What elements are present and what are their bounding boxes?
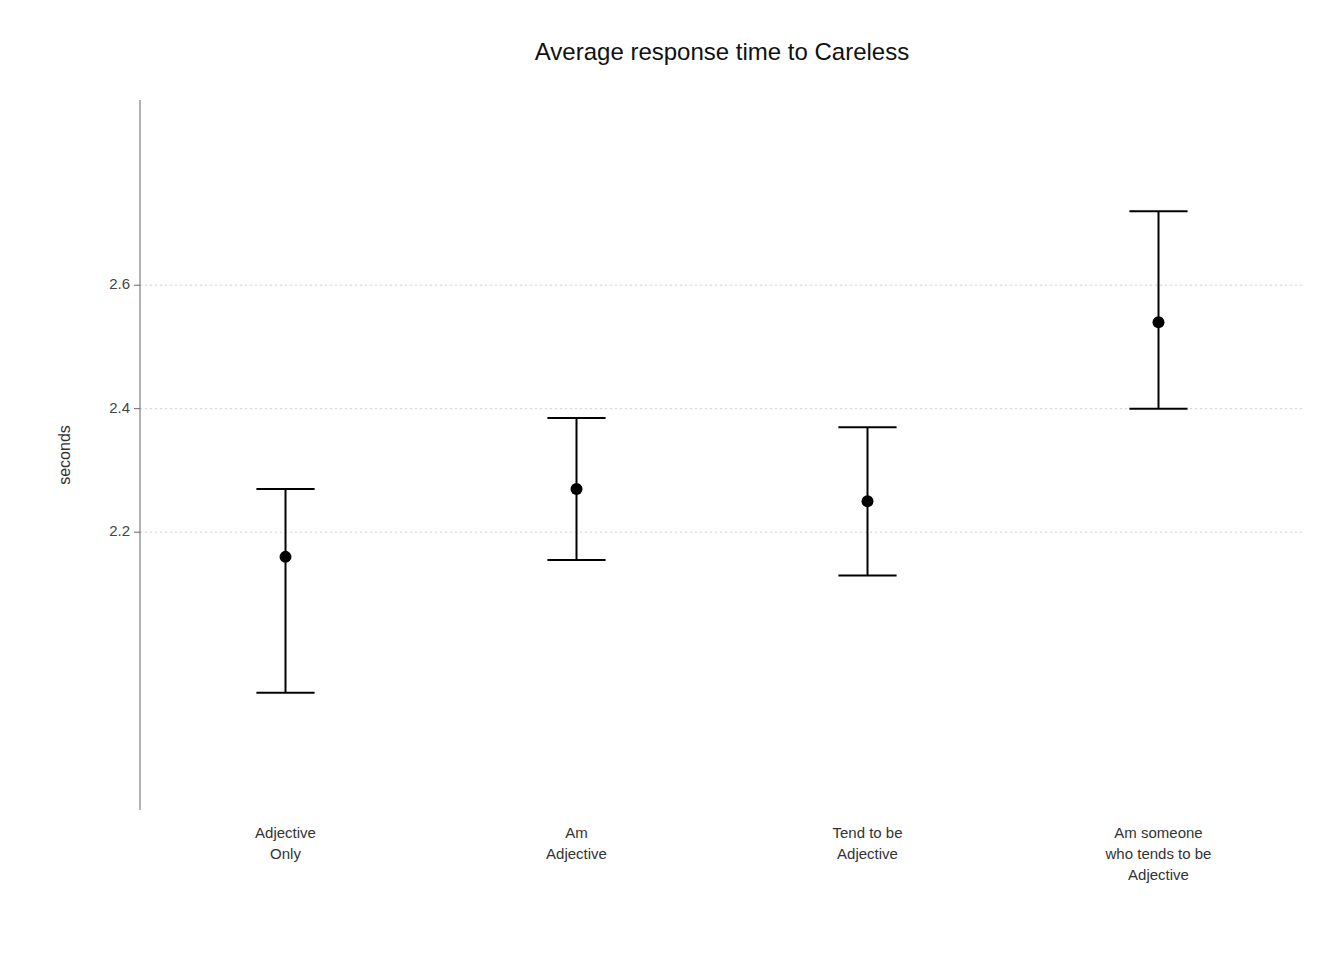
grid-line — [140, 532, 1304, 533]
y-axis-line — [140, 100, 141, 810]
error-cap-lower — [1129, 408, 1187, 410]
error-cap-upper — [838, 426, 896, 428]
category-label: Adjective Only — [255, 824, 316, 862]
category-label: Tend to be Adjective — [832, 824, 902, 862]
category-label: Am someone who tends to be Adjective — [1105, 824, 1212, 883]
category-label-line: Am — [565, 824, 588, 841]
category-label-line: who tends to be — [1105, 845, 1212, 862]
category-label-line: Adjective — [546, 845, 607, 862]
error-bar — [285, 489, 287, 693]
mean-marker — [280, 551, 292, 563]
marks — [256, 211, 1187, 693]
category-label-line: Adjective — [837, 845, 898, 862]
error-cap-upper — [256, 488, 314, 490]
category-label-line: Adjective — [255, 824, 316, 841]
tick-mark — [134, 532, 140, 533]
tick-label: 2.6 — [109, 275, 130, 292]
error-cap-lower — [256, 692, 314, 694]
y-axis-label: seconds — [56, 425, 73, 485]
tick-mark — [134, 408, 140, 409]
grid-line — [140, 285, 1304, 286]
error-bar — [1158, 211, 1160, 409]
y-axis: 2.2 2.4 2.6 — [109, 100, 1304, 810]
tick-mark — [134, 285, 140, 286]
tick-label: 2.4 — [109, 399, 130, 416]
mean-marker — [571, 483, 583, 495]
chart-container: 2.2 2.4 2.6 seconds Average response time to… — [0, 0, 1344, 960]
error-cap-lower — [838, 574, 896, 576]
grid-line — [140, 408, 1304, 409]
chart-title: Average response time to Careless — [535, 38, 909, 65]
category-label-line: Tend to be — [832, 824, 902, 841]
category-label: Am Adjective — [546, 824, 607, 862]
chart-svg: 2.2 2.4 2.6 seconds Average response time to… — [0, 0, 1344, 960]
mean-marker — [1153, 316, 1165, 328]
error-cap-upper — [1129, 210, 1187, 212]
tick-label: 2.2 — [109, 522, 130, 539]
x-axis: Adjective Only Am Adjective Tend to be Adject… — [255, 824, 1211, 883]
error-cap-lower — [547, 559, 605, 561]
category-label-line: Adjective — [1128, 866, 1189, 883]
error-cap-upper — [547, 417, 605, 419]
category-label-line: Only — [270, 845, 301, 862]
category-label-line: Am someone — [1114, 824, 1202, 841]
mean-marker — [862, 495, 874, 507]
